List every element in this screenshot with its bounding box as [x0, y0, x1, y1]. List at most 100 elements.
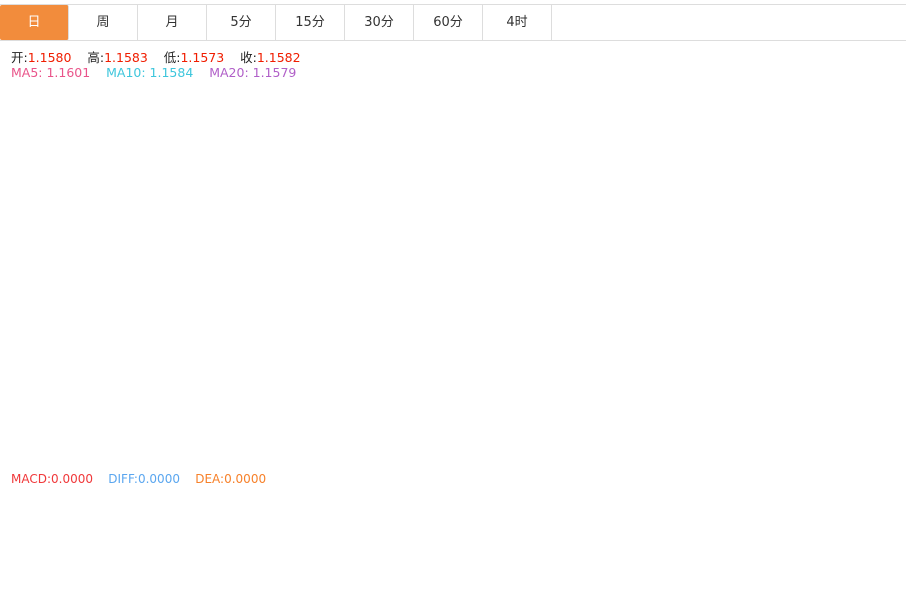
- macd-bar: [310, 547, 320, 562]
- candle-body: [286, 171, 296, 184]
- macd-bar: [382, 547, 392, 562]
- candle: [154, 213, 164, 264]
- candle-body: [586, 306, 596, 314]
- candle: [10, 296, 20, 347]
- macd-bar: [562, 547, 572, 551]
- candle-body: [694, 382, 704, 385]
- macd-bar: [178, 535, 188, 547]
- candle-body: [274, 182, 284, 233]
- candle: [82, 259, 92, 307]
- macd-bar: [706, 542, 716, 547]
- candle: [406, 254, 416, 310]
- open-label: 开:: [11, 50, 28, 65]
- candle: [658, 431, 668, 455]
- macd-bar: [130, 546, 140, 548]
- candle-body: [262, 197, 272, 229]
- ohlc-legend: 开:1.1580 高:1.1583 低:1.1573 收:1.1582: [11, 47, 301, 66]
- macd-bar: [454, 547, 464, 589]
- candle: [694, 362, 704, 396]
- candle: [442, 323, 452, 387]
- tab-6[interactable]: 60分: [414, 5, 483, 40]
- ma5-line: [2, 181, 784, 419]
- low-value: 1.1573: [180, 50, 225, 65]
- candle-body: [154, 215, 164, 258]
- candle: [478, 305, 488, 349]
- macd-bar: [754, 525, 764, 547]
- candle-body: [46, 314, 56, 336]
- candle-body: [526, 314, 536, 350]
- candle-body: [226, 129, 236, 217]
- candle-body: [406, 257, 416, 302]
- candle-body: [58, 314, 68, 319]
- tab-2[interactable]: 月: [138, 5, 207, 40]
- candle: [682, 355, 692, 408]
- candle-body: [442, 332, 452, 378]
- candle-body: [454, 336, 464, 373]
- candle-body: [430, 326, 440, 378]
- candle-body: [766, 355, 776, 364]
- macd-bar: [46, 547, 56, 549]
- candle: [766, 341, 776, 373]
- price-tick-label: 1.1564: [837, 370, 879, 384]
- candle: [502, 243, 512, 306]
- tab-1[interactable]: 周: [69, 5, 138, 40]
- candle-body: [358, 240, 368, 242]
- candle-body: [646, 413, 656, 445]
- macd-bar: [502, 547, 512, 555]
- macd-bar: [10, 547, 20, 553]
- candle-body: [514, 296, 524, 314]
- tab-7[interactable]: 4时: [483, 5, 552, 40]
- tab-4[interactable]: 15分: [276, 5, 345, 40]
- macd-bar: [742, 523, 752, 547]
- macd-bar: [766, 528, 776, 547]
- tab-0[interactable]: 日: [0, 5, 69, 40]
- candle: [298, 169, 308, 243]
- macd-bar: [274, 533, 284, 547]
- candle: [778, 361, 788, 370]
- candle-body: [490, 277, 500, 311]
- macd-bar: [214, 530, 224, 547]
- candle-body: [214, 216, 224, 244]
- candle-body: [382, 231, 392, 256]
- candle: [46, 293, 56, 346]
- macd-bar: [250, 522, 260, 547]
- macd-bar: [718, 535, 728, 547]
- macd-bar: [514, 547, 524, 553]
- macd-tick-label: 0.0040: [837, 500, 879, 514]
- candle-body: [166, 215, 176, 262]
- candle-body: [106, 257, 116, 318]
- macd-bar: [658, 547, 668, 573]
- candle-body: [334, 245, 344, 266]
- candle-body: [310, 236, 320, 297]
- candle: [70, 268, 80, 324]
- macd-bar: [22, 540, 32, 547]
- candle: [526, 302, 536, 350]
- candle-body: [142, 251, 152, 310]
- candle: [166, 200, 176, 264]
- candle-body: [718, 354, 728, 364]
- macd-bar: [334, 547, 344, 567]
- candle-body: [478, 309, 488, 344]
- candle: [490, 270, 500, 318]
- dea-value: DEA:0.0000: [195, 472, 267, 486]
- candle-body: [70, 281, 80, 319]
- macd-bar: [418, 547, 428, 577]
- candle: [598, 293, 608, 366]
- tab-5[interactable]: 30分: [345, 5, 414, 40]
- candle-body: [178, 260, 188, 271]
- candle-body: [574, 312, 584, 323]
- dea-line: [2, 515, 784, 583]
- candle-body: [346, 240, 356, 247]
- tab-3[interactable]: 5分: [207, 5, 276, 40]
- macd-bar: [358, 547, 368, 565]
- candle-body: [298, 173, 308, 237]
- macd-bar: [778, 531, 788, 547]
- diff-line: [2, 508, 784, 592]
- macd-bar: [538, 547, 548, 556]
- candle-body: [502, 277, 512, 305]
- candle: [358, 201, 368, 252]
- macd-bar: [142, 539, 152, 547]
- candle: [94, 237, 104, 278]
- candle-body: [394, 248, 404, 258]
